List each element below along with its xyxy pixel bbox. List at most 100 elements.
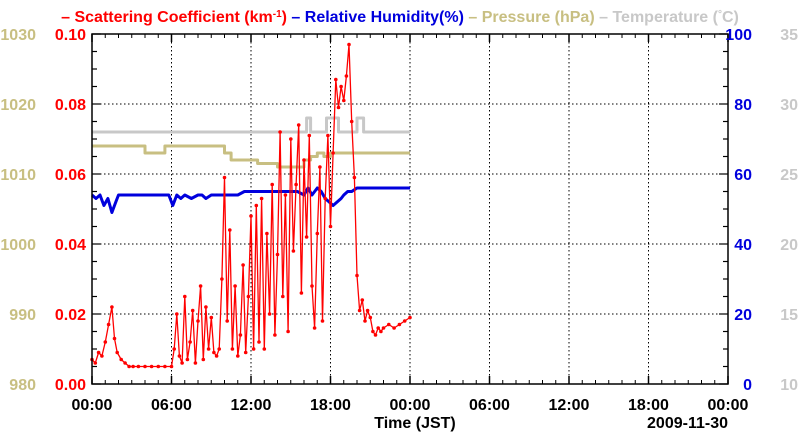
scattering-data-point: [136, 364, 141, 369]
legend: – Scattering Coefficient (km-1) – Relati…: [61, 9, 739, 27]
scattering-data-point: [257, 340, 261, 344]
scattering-data-point: [336, 105, 341, 110]
scattering-data-point: [96, 350, 101, 355]
scattering-data-point: [278, 130, 282, 134]
scattering-data-point: [201, 357, 206, 362]
scattering-data-point: [275, 252, 280, 257]
scattering-data-point: [149, 364, 154, 369]
scattering-data-point: [204, 305, 208, 309]
scattering-data-point: [198, 284, 203, 288]
scattering-data-point: [344, 74, 349, 78]
temperature-series-line: [92, 116, 410, 134]
x-tick-label: 12:00: [231, 397, 272, 414]
scattering-data-point: [156, 364, 161, 369]
scattering-data-point: [103, 340, 108, 344]
humidity-tick-label: 40: [734, 237, 752, 254]
scattering-data-point: [230, 347, 235, 351]
temperature-tick-label: 35: [780, 27, 798, 44]
scattering-data-point: [123, 361, 127, 365]
scattering-data-point: [143, 364, 147, 369]
legend: – Scattering Coefficient (km-1) – Relati…: [61, 9, 739, 27]
scattering-data-point: [93, 361, 98, 365]
scattering-data-point: [220, 277, 224, 281]
scattering-data-point: [392, 326, 396, 330]
pressure-tick-label: 1030: [0, 27, 36, 44]
legend-dash: –: [595, 9, 613, 26]
humidity-tick-label: 100: [725, 27, 752, 44]
scattering-data-point: [381, 326, 386, 330]
pressure-tick-label: 1020: [0, 97, 36, 114]
legend-superscript: -1: [273, 9, 282, 20]
scattering-data-point: [225, 319, 229, 323]
scattering-data-point: [270, 182, 275, 187]
scattering-data-point: [246, 294, 251, 299]
scattering-data-point: [238, 333, 243, 337]
legend-label: Relative Humidity(%): [305, 9, 464, 26]
scattering-data-point: [131, 364, 135, 369]
scattering-data-point: [402, 319, 407, 323]
scattering-data-point: [222, 175, 227, 180]
scattering-data-point: [352, 175, 357, 180]
scattering-data-point: [185, 357, 190, 362]
scattering-data-point: [251, 347, 256, 351]
humidity-series-line: [91, 186, 410, 214]
x-tick-label: 12:00: [549, 397, 590, 414]
scattering-data-point: [304, 235, 309, 239]
scattering-data-point: [236, 354, 240, 358]
scattering-data-point: [180, 361, 184, 365]
pressure-tick-label: 1000: [0, 237, 36, 254]
temperature-tick-label: 10: [780, 377, 798, 394]
scattering-tick-label: 0.08: [55, 97, 86, 114]
scattering-data-point: [310, 284, 314, 288]
scattering-data-point: [262, 347, 267, 351]
scattering-data-point: [312, 326, 317, 330]
x-tick-label: 06:00: [469, 397, 510, 414]
scattering-data-point: [233, 284, 237, 288]
scattering-data-point: [365, 308, 370, 313]
scattering-data-point: [214, 354, 219, 358]
scattering-tick-label: 0.06: [55, 167, 86, 184]
scattering-data-point: [360, 298, 365, 302]
scattering-data-point: [289, 137, 293, 141]
scattering-data-point: [259, 196, 264, 201]
scattering-data-point: [119, 357, 123, 362]
x-tick-label: 00:00: [708, 397, 749, 414]
scattering-data-point: [163, 364, 167, 369]
axis-labels: 00:00 06:00 12:00 18:00 00:00 06:00 12:00 18:00…: [0, 27, 798, 414]
scattering-data-point: [283, 193, 288, 197]
scattering-tick-label: 0.00: [55, 377, 86, 394]
scattering-data-point: [318, 165, 322, 169]
humidity-tick-label: 0: [743, 377, 752, 394]
pressure-tick-label: 1010: [0, 167, 36, 184]
scattering-data-point: [397, 322, 402, 327]
scattering-data-point: [349, 119, 354, 124]
temperature-tick-label: 25: [780, 167, 798, 184]
scattering-data-point: [265, 231, 269, 236]
scattering-data-point: [206, 347, 211, 351]
scattering-data-point: [127, 364, 131, 369]
legend-degree-ring: °: [718, 9, 722, 20]
scattering-data-point: [286, 329, 290, 334]
scattering-data-point: [193, 361, 198, 365]
scattering-data-point: [183, 294, 187, 299]
series-layer: [90, 42, 412, 369]
scattering-data-point: [112, 336, 117, 341]
scattering-data-point: [241, 263, 245, 267]
x-tick-label: 00:00: [72, 397, 113, 414]
scattering-data-point: [209, 315, 214, 320]
scattering-data-point: [296, 123, 301, 127]
x-tick-label: 00:00: [390, 397, 431, 414]
scattering-data-point: [339, 84, 343, 89]
scattering-data-point: [267, 312, 272, 316]
scattering-data-point: [355, 273, 359, 278]
scattering-data-point: [254, 203, 259, 208]
scattering-data-point: [328, 224, 333, 229]
scattering-data-point: [315, 231, 320, 236]
scattering-data-point: [228, 228, 232, 232]
pressure-series-line: [92, 144, 410, 169]
scattering-data-point: [196, 319, 200, 323]
scattering-tick-label: 0.02: [55, 307, 86, 324]
scattering-data-point: [331, 151, 335, 155]
